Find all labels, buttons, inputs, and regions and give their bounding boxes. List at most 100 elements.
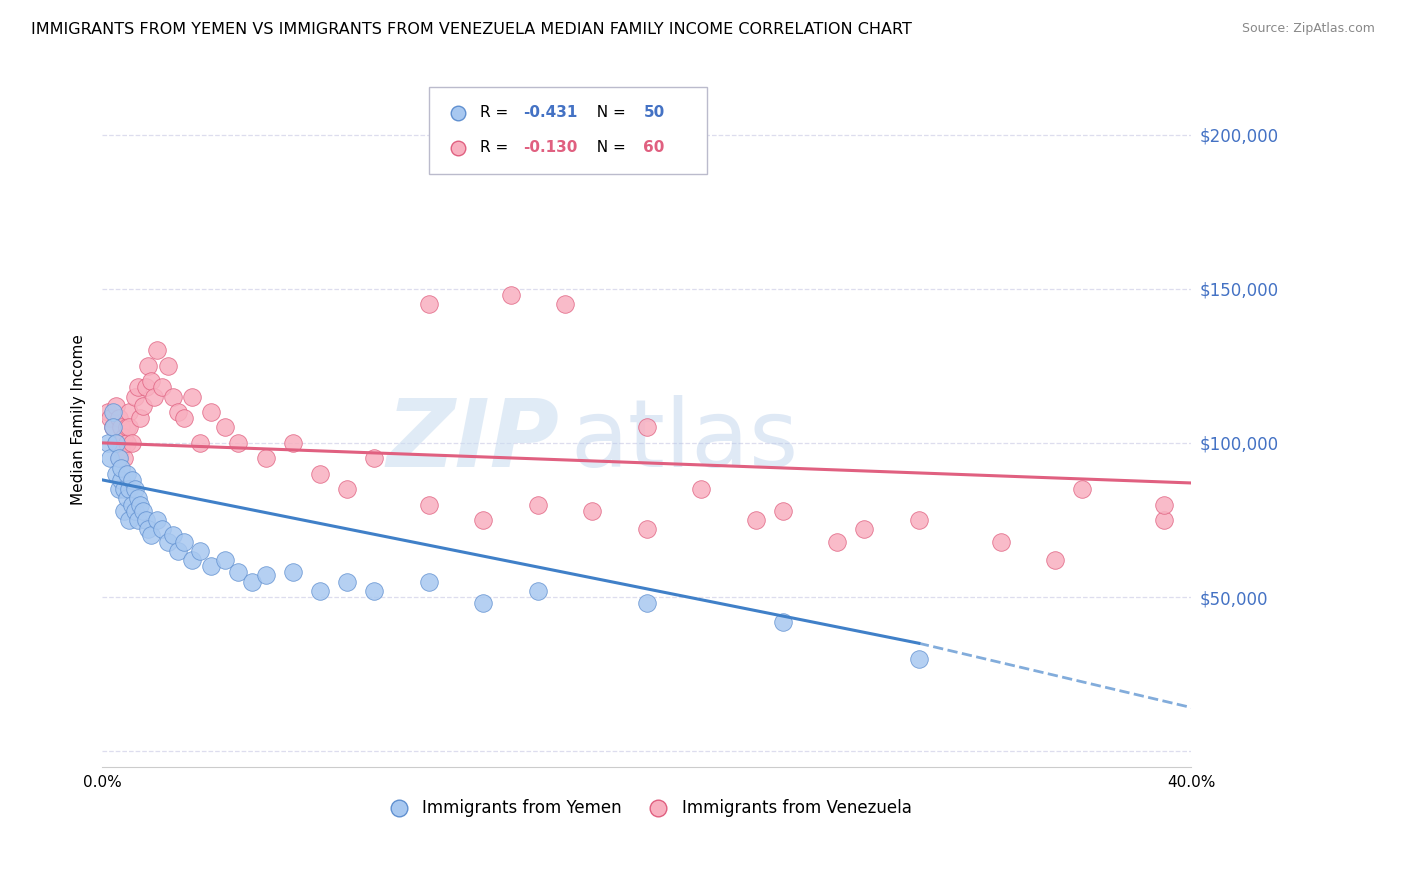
Point — [363, 583, 385, 598]
Point — [112, 504, 135, 518]
Point — [112, 430, 135, 444]
Point — [129, 498, 152, 512]
Point — [336, 574, 359, 589]
Text: -0.130: -0.130 — [523, 140, 578, 155]
Point — [121, 473, 143, 487]
Point — [418, 297, 440, 311]
Point — [135, 513, 157, 527]
Point — [115, 420, 138, 434]
Point — [499, 288, 522, 302]
Point — [214, 420, 236, 434]
Point — [981, 744, 1004, 758]
Point — [1071, 482, 1094, 496]
Legend: Immigrants from Yemen, Immigrants from Venezuela: Immigrants from Yemen, Immigrants from V… — [375, 793, 918, 824]
Point — [141, 528, 163, 542]
Point — [173, 411, 195, 425]
Point — [908, 651, 931, 665]
Point — [173, 534, 195, 549]
Point — [472, 596, 495, 610]
Point — [124, 504, 146, 518]
Point — [97, 405, 120, 419]
Point — [1153, 498, 1175, 512]
Point — [309, 583, 332, 598]
Point — [112, 451, 135, 466]
Text: -0.431: -0.431 — [523, 105, 578, 120]
Point — [228, 566, 250, 580]
Point — [138, 522, 160, 536]
Point — [127, 380, 149, 394]
Point — [142, 390, 165, 404]
Point — [110, 420, 132, 434]
Point — [214, 553, 236, 567]
Point — [100, 451, 122, 466]
Point — [110, 473, 132, 487]
Point — [281, 436, 304, 450]
Point — [825, 534, 848, 549]
Text: ZIP: ZIP — [387, 394, 560, 486]
Point — [107, 451, 129, 466]
Point — [118, 420, 141, 434]
Point — [336, 482, 359, 496]
Point — [853, 522, 876, 536]
Point — [135, 380, 157, 394]
Point — [121, 498, 143, 512]
Text: R =: R = — [479, 140, 513, 155]
Text: 60: 60 — [644, 140, 665, 155]
Point — [254, 451, 277, 466]
Point — [636, 596, 658, 610]
Point — [772, 504, 794, 518]
Point — [167, 543, 190, 558]
Point — [145, 343, 167, 358]
Point — [309, 467, 332, 481]
Point — [104, 436, 127, 450]
Point — [554, 297, 576, 311]
Point — [127, 513, 149, 527]
Point — [162, 528, 184, 542]
Point — [254, 568, 277, 582]
Point — [129, 411, 152, 425]
Point — [418, 574, 440, 589]
Point — [636, 522, 658, 536]
Point — [118, 405, 141, 419]
Point — [107, 411, 129, 425]
Point — [145, 513, 167, 527]
Point — [181, 553, 204, 567]
Point — [101, 420, 124, 434]
Point — [188, 436, 211, 450]
Point — [115, 436, 138, 450]
Point — [526, 498, 548, 512]
Point — [162, 390, 184, 404]
Point — [110, 460, 132, 475]
Point — [744, 513, 766, 527]
Point — [138, 359, 160, 373]
Text: R =: R = — [479, 105, 513, 120]
Point — [200, 559, 222, 574]
Point — [908, 513, 931, 527]
Point — [127, 491, 149, 506]
Point — [115, 491, 138, 506]
Point — [110, 442, 132, 456]
Point — [167, 405, 190, 419]
Point — [141, 374, 163, 388]
Point — [124, 390, 146, 404]
Point — [121, 436, 143, 450]
Point — [990, 534, 1012, 549]
Point — [156, 534, 179, 549]
Point — [118, 482, 141, 496]
Point — [107, 482, 129, 496]
Point — [281, 566, 304, 580]
Point — [97, 436, 120, 450]
Point — [240, 574, 263, 589]
FancyBboxPatch shape — [429, 87, 707, 174]
Point — [118, 513, 141, 527]
Text: N =: N = — [586, 140, 630, 155]
Point — [107, 451, 129, 466]
Point — [581, 504, 603, 518]
Point — [101, 420, 124, 434]
Y-axis label: Median Family Income: Median Family Income — [72, 334, 86, 505]
Text: N =: N = — [586, 105, 630, 120]
Point — [100, 411, 122, 425]
Point — [636, 420, 658, 434]
Point — [104, 436, 127, 450]
Point — [150, 522, 173, 536]
